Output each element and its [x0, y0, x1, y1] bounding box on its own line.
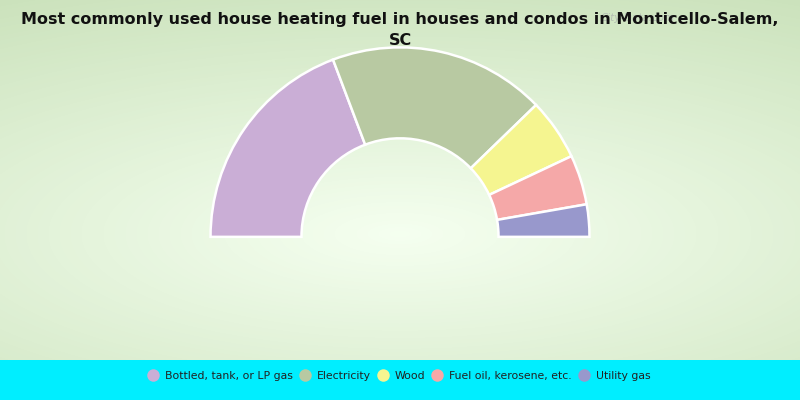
- Ellipse shape: [114, 140, 686, 328]
- Ellipse shape: [70, 126, 730, 342]
- Text: Most commonly used house heating fuel in houses and condos in Monticello-Salem,
: Most commonly used house heating fuel in…: [22, 12, 778, 48]
- Ellipse shape: [356, 220, 444, 248]
- Wedge shape: [497, 204, 590, 237]
- Wedge shape: [210, 60, 365, 237]
- Ellipse shape: [0, 11, 800, 400]
- Ellipse shape: [125, 144, 675, 324]
- Ellipse shape: [367, 223, 433, 245]
- Ellipse shape: [0, 86, 800, 382]
- Ellipse shape: [158, 155, 642, 313]
- Wedge shape: [489, 156, 586, 220]
- Ellipse shape: [169, 158, 631, 310]
- Ellipse shape: [0, 72, 800, 396]
- Ellipse shape: [0, 36, 800, 400]
- Ellipse shape: [92, 133, 708, 335]
- Ellipse shape: [15, 108, 785, 360]
- Ellipse shape: [180, 162, 620, 306]
- Ellipse shape: [345, 216, 455, 252]
- Ellipse shape: [81, 130, 719, 338]
- Ellipse shape: [235, 180, 565, 288]
- Ellipse shape: [0, 7, 800, 400]
- Ellipse shape: [0, 83, 800, 385]
- Ellipse shape: [0, 101, 800, 367]
- Ellipse shape: [0, 58, 800, 400]
- Ellipse shape: [37, 115, 763, 353]
- Ellipse shape: [0, 54, 800, 400]
- Ellipse shape: [0, 29, 800, 400]
- Ellipse shape: [290, 198, 510, 270]
- Ellipse shape: [136, 148, 664, 320]
- Ellipse shape: [279, 194, 521, 274]
- Ellipse shape: [0, 25, 800, 400]
- Ellipse shape: [0, 18, 800, 400]
- Ellipse shape: [0, 14, 800, 400]
- Ellipse shape: [0, 65, 800, 400]
- Ellipse shape: [147, 151, 653, 317]
- Ellipse shape: [323, 209, 477, 259]
- Ellipse shape: [0, 68, 800, 400]
- Ellipse shape: [0, 79, 800, 389]
- Ellipse shape: [378, 227, 422, 241]
- Wedge shape: [470, 105, 571, 195]
- Text: City-Data.com: City-Data.com: [601, 13, 674, 23]
- Ellipse shape: [0, 43, 800, 400]
- Ellipse shape: [0, 76, 800, 392]
- Ellipse shape: [0, 47, 800, 400]
- Ellipse shape: [103, 137, 697, 331]
- Ellipse shape: [389, 230, 411, 238]
- Ellipse shape: [0, 32, 800, 400]
- Ellipse shape: [202, 169, 598, 299]
- Wedge shape: [333, 47, 536, 168]
- Ellipse shape: [26, 112, 774, 356]
- Ellipse shape: [0, 50, 800, 400]
- Ellipse shape: [59, 122, 741, 346]
- Ellipse shape: [0, 22, 800, 400]
- Ellipse shape: [191, 166, 609, 302]
- Ellipse shape: [312, 205, 488, 263]
- Ellipse shape: [301, 202, 499, 266]
- Ellipse shape: [0, 97, 800, 371]
- Ellipse shape: [0, 94, 800, 374]
- Ellipse shape: [257, 187, 543, 281]
- Legend: Bottled, tank, or LP gas, Electricity, Wood, Fuel oil, kerosene, etc., Utility g: Bottled, tank, or LP gas, Electricity, W…: [146, 368, 654, 384]
- Ellipse shape: [268, 191, 532, 277]
- Ellipse shape: [4, 104, 796, 364]
- Ellipse shape: [48, 119, 752, 349]
- Ellipse shape: [246, 184, 554, 284]
- Ellipse shape: [334, 212, 466, 256]
- Ellipse shape: [0, 4, 800, 400]
- Ellipse shape: [0, 61, 800, 400]
- Ellipse shape: [0, 40, 800, 400]
- Ellipse shape: [0, 90, 800, 378]
- Ellipse shape: [224, 176, 576, 292]
- Ellipse shape: [213, 173, 587, 295]
